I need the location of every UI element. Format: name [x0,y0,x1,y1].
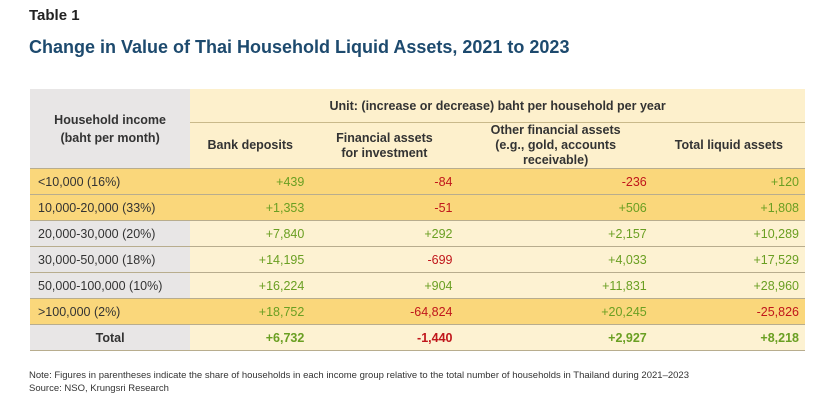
total-row: Total +6,732 -1,440 +2,927 +8,218 [30,324,805,351]
cell-value: -1,440 [310,324,459,351]
cell-value: +20,245 [458,298,653,325]
row-label: 20,000-30,000 (20%) [30,220,191,247]
cell-value: -236 [458,168,653,195]
header-household-income: Household income (baht per month) [30,89,191,169]
column-header-line: for investment [341,145,428,160]
cell-value: +10,289 [652,220,805,247]
column-header: Financial assets for investment [310,122,459,169]
source-text: Source: NSO, Krungsri Research [29,383,169,394]
cell-value: +292 [310,220,459,247]
column-header-line: Total liquid assets [674,138,783,152]
table-row: 50,000-100,000 (10%) +16,224 +904 +11,831 +2… [30,272,805,299]
row-label: Total [30,324,191,351]
cell-value: +6,732 [190,324,311,351]
column-header-line: Other financial assets [490,123,621,137]
cell-value: +28,960 [652,272,805,299]
cell-value: +439 [190,168,311,195]
cell-value: +2,927 [458,324,653,351]
header-income-line1: Household income [54,112,166,127]
table-row: <10,000 (16%) +439 -84 -236 +120 [30,168,805,195]
table-row: 30,000-50,000 (18%) +14,195 -699 +4,033 +17,… [30,246,805,273]
cell-value: -51 [310,194,459,221]
column-header-line: (e.g., gold, accounts receivable) [495,138,617,167]
header-income-line2: (baht per month) [60,130,160,145]
note-text: Note: Figures in parentheses indicate th… [29,370,689,381]
liquid-assets-table: Household income (baht per month) Unit: … [30,89,805,351]
cell-value: -25,826 [652,298,805,325]
cell-value: +16,224 [190,272,311,299]
table-label: Table 1 [29,7,80,24]
cell-value: -84 [310,168,459,195]
table-title: Change in Value of Thai Household Liquid… [29,37,570,57]
header-unit: Unit: (increase or decrease) baht per ho… [190,89,805,123]
cell-value: +904 [310,272,459,299]
cell-value: -64,824 [310,298,459,325]
cell-value: +506 [458,194,653,221]
row-label: 50,000-100,000 (10%) [30,272,191,299]
cell-value: +18,752 [190,298,311,325]
table-row: >100,000 (2%) +18,752 -64,824 +20,245 -25,82… [30,298,805,325]
cell-value: +4,033 [458,246,653,273]
row-label: <10,000 (16%) [30,168,191,195]
column-header: Other financial assets (e.g., gold, accou… [458,122,653,169]
cell-value: +2,157 [458,220,653,247]
table-row: 10,000-20,000 (33%) +1,353 -51 +506 +1,808 [30,194,805,221]
column-header-line: Financial assets [336,130,433,145]
cell-value: +17,529 [652,246,805,273]
cell-value: +14,195 [190,246,311,273]
row-label: 10,000-20,000 (33%) [30,194,191,221]
footnote: Note: Figures in parentheses indicate th… [29,369,689,395]
cell-value: +7,840 [190,220,311,247]
column-header: Total liquid assets [652,122,805,169]
column-header-line: Bank deposits [207,138,293,152]
column-header: Bank deposits [190,122,311,169]
cell-value: +1,808 [652,194,805,221]
cell-value: +120 [652,168,805,195]
cell-value: +8,218 [652,324,805,351]
table-row: 20,000-30,000 (20%) +7,840 +292 +2,157 +10,2… [30,220,805,247]
cell-value: +1,353 [190,194,311,221]
cell-value: +11,831 [458,272,653,299]
row-label: 30,000-50,000 (18%) [30,246,191,273]
cell-value: -699 [310,246,459,273]
row-label: >100,000 (2%) [30,298,191,325]
